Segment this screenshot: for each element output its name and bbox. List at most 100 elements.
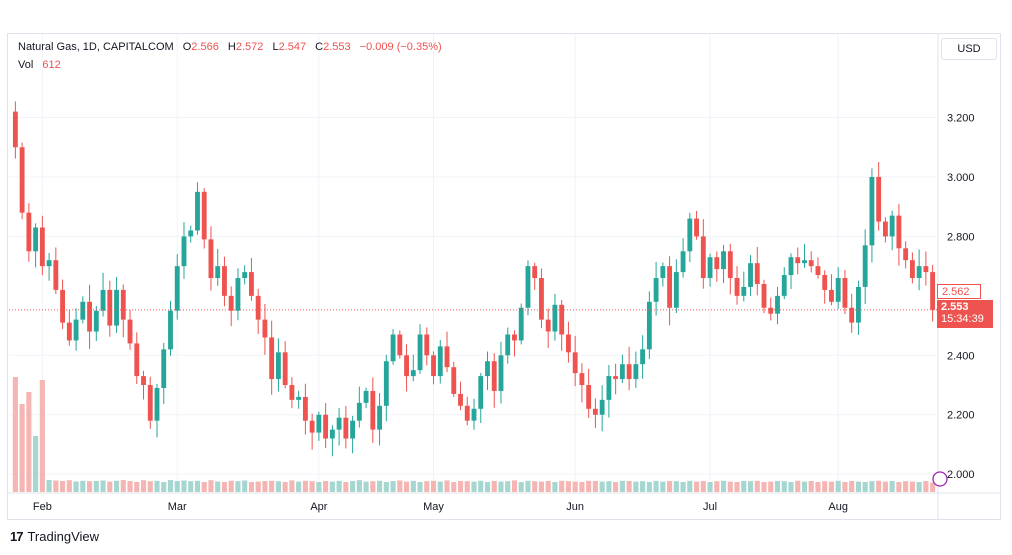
bar-countdown: 15:34:39	[941, 313, 984, 325]
volume-bar	[505, 481, 511, 492]
x-tick-label: Aug	[828, 501, 848, 513]
volume-bar	[882, 481, 888, 492]
volume-legend: Vol 612	[18, 59, 61, 71]
volume-bar	[930, 482, 936, 492]
candle-body	[565, 334, 571, 353]
volume-bar	[343, 482, 349, 492]
candle-body	[882, 221, 888, 237]
volume-label: Vol	[18, 59, 34, 71]
volume-bar	[835, 480, 841, 492]
volume-bar	[390, 481, 396, 492]
candle-body	[795, 257, 801, 264]
volume-bar	[53, 480, 59, 492]
candle-body	[80, 301, 86, 320]
x-tick-label: Apr	[310, 501, 327, 513]
candle-body	[87, 301, 92, 332]
volume-bar	[781, 481, 787, 492]
candle-body	[599, 399, 605, 415]
volume-bar	[640, 481, 646, 492]
volume-bar	[828, 481, 835, 492]
volume-bar	[444, 480, 450, 492]
candle-body	[437, 346, 443, 377]
candle-body	[862, 245, 868, 287]
volume-bar	[194, 480, 201, 492]
candle-body	[350, 420, 356, 439]
volume-bar	[842, 482, 848, 492]
candle-body	[464, 405, 470, 421]
candle-body	[687, 218, 693, 252]
candle-body	[721, 251, 726, 270]
volume-bar	[86, 481, 93, 492]
candle-body	[667, 266, 673, 308]
volume-bar	[646, 482, 652, 492]
y-tick-label: 3.200	[947, 113, 975, 125]
candle-body	[626, 364, 632, 380]
volume-bar	[774, 481, 781, 492]
candle-body	[275, 352, 281, 380]
candle-body	[822, 275, 828, 290]
volume-bar	[747, 481, 754, 492]
currency-button[interactable]: USD	[941, 38, 997, 60]
volume-bar	[120, 480, 126, 492]
volume-bar	[768, 481, 774, 492]
candle-body	[404, 355, 409, 377]
volume-bar	[329, 481, 335, 492]
candle-body	[168, 310, 173, 350]
volume-bar	[39, 380, 45, 492]
candle-body	[640, 349, 646, 365]
y-tick-label: 2.800	[947, 231, 975, 243]
volume-bar	[909, 481, 915, 492]
candle-body	[107, 289, 113, 326]
volume-bar	[215, 481, 221, 492]
candle-body	[33, 227, 39, 252]
candle-body	[835, 278, 841, 302]
candle-body	[869, 176, 875, 246]
candle-body	[39, 227, 45, 267]
volume-bar	[403, 481, 410, 492]
candle-body	[46, 260, 52, 267]
candle-body	[235, 278, 241, 311]
candle-body	[579, 373, 585, 386]
candle-body	[842, 278, 848, 308]
volume-bar	[788, 482, 794, 492]
volume-bar	[464, 481, 470, 492]
volume-bar	[923, 481, 929, 492]
high-label: H	[227, 41, 236, 53]
volume-bar	[579, 482, 585, 492]
candle-body	[586, 385, 592, 409]
candle-body	[559, 304, 565, 335]
volume-bar	[161, 482, 167, 492]
candle-body	[829, 289, 834, 302]
volume-bar	[113, 480, 120, 492]
volume-bar	[451, 482, 457, 492]
y-tick-label: 3.000	[947, 172, 975, 184]
candle-body	[188, 230, 194, 237]
candle-body	[181, 236, 187, 267]
volume-bar	[167, 480, 174, 492]
volume-bar	[46, 480, 52, 492]
candle-body	[849, 307, 855, 323]
y-tick-label: 2.400	[947, 350, 975, 362]
volume-bar	[707, 482, 713, 492]
tradingview-logo[interactable]: 17 TradingView	[10, 529, 99, 544]
candle-body	[329, 429, 335, 439]
candle-body	[802, 260, 807, 264]
volume-bar	[430, 480, 437, 492]
candle-body	[748, 263, 753, 287]
volume-bar	[107, 481, 113, 492]
volume-bar	[484, 482, 491, 492]
volume-bar	[855, 481, 862, 492]
x-tick-label: Jul	[703, 501, 717, 513]
candle-body	[289, 385, 295, 400]
volume-bar	[606, 481, 612, 492]
candle-body	[619, 364, 625, 380]
candle-body	[505, 334, 511, 356]
volume-bar	[720, 480, 727, 492]
close-value: 2.553	[323, 41, 351, 53]
volume-bar	[208, 480, 214, 492]
volume-bar	[808, 481, 814, 492]
candle-body	[714, 257, 720, 270]
candle-body	[53, 260, 59, 290]
candle-body	[73, 319, 79, 341]
